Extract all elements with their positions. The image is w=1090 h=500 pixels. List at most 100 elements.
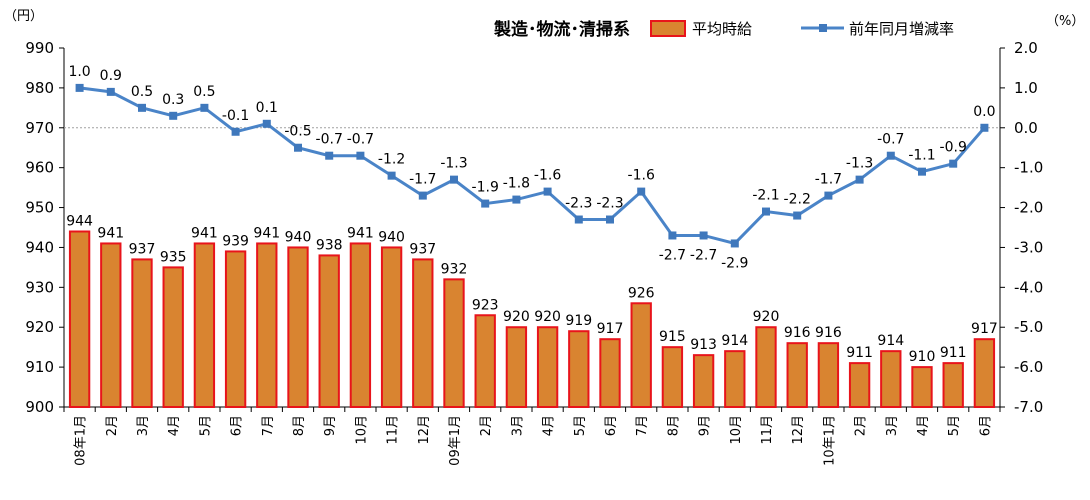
bar	[880, 350, 902, 408]
rate-marker	[106, 87, 115, 96]
bar	[755, 326, 777, 409]
bar-value-label: 940	[378, 229, 405, 245]
rate-marker	[637, 187, 646, 196]
bar	[599, 338, 621, 409]
rate-marker	[356, 151, 365, 160]
bar-value-label: 937	[129, 241, 156, 257]
bar	[131, 258, 153, 408]
rate-marker	[231, 127, 240, 136]
rate-marker	[138, 103, 146, 112]
bar-value-label: 941	[191, 225, 218, 241]
left-tick-label: 960	[25, 159, 54, 177]
right-tick-label: 1.0	[1014, 79, 1038, 97]
rate-value-label: -1.6	[628, 168, 655, 184]
bar	[848, 362, 871, 408]
bar	[942, 362, 964, 408]
x-tick-label: 2月	[479, 415, 494, 436]
x-tick-label: 5月	[573, 415, 588, 436]
bar	[412, 258, 434, 408]
bar	[318, 254, 340, 408]
bar-value-label: 939	[222, 233, 249, 249]
rate-value-label: -1.7	[815, 172, 842, 188]
left-tick-label: 900	[25, 398, 54, 416]
rate-marker	[668, 231, 677, 240]
right-tick-label: -2.0	[1014, 199, 1043, 217]
x-tick-label: 08年1月	[74, 415, 89, 466]
rate-marker	[418, 191, 427, 200]
rate-value-label: -1.8	[503, 176, 530, 192]
bar	[505, 326, 528, 409]
chart-title: 製造･物流･清掃系	[493, 19, 630, 40]
x-tick-label: 7月	[261, 415, 276, 436]
bar-value-label: 938	[316, 237, 343, 253]
rate-marker	[949, 159, 958, 168]
rate-value-label: -0.1	[222, 108, 249, 124]
bar	[443, 278, 465, 409]
rate-value-label: -0.5	[284, 124, 311, 140]
rate-value-label: -1.6	[534, 168, 561, 184]
rate-value-label: -1.9	[472, 180, 499, 196]
bar	[100, 242, 122, 408]
x-tick-label: 5月	[198, 415, 213, 436]
rate-value-label: -1.3	[440, 156, 467, 172]
bar-value-label: 914	[877, 333, 904, 349]
right-axis-unit: （%）	[1046, 14, 1084, 29]
left-axis-unit: （円）	[4, 9, 43, 24]
rate-marker	[481, 199, 490, 208]
rate-marker	[699, 231, 708, 240]
rate-marker	[387, 171, 396, 180]
bar	[474, 314, 496, 408]
rate-value-label: -0.9	[940, 140, 967, 156]
right-tick-label: -7.0	[1014, 398, 1043, 416]
x-tick-label: 12月	[417, 415, 432, 445]
rate-marker	[762, 207, 770, 216]
bar-value-label: 923	[472, 297, 499, 313]
bar-value-label: 920	[753, 309, 780, 325]
bar-value-label: 916	[815, 325, 842, 341]
x-tick-label: 6月	[604, 415, 619, 436]
x-tick-label: 6月	[978, 415, 993, 436]
bar-value-label: 916	[784, 325, 811, 341]
bar-value-label: 932	[441, 261, 468, 277]
bar	[661, 346, 684, 408]
rate-value-label: -0.7	[316, 132, 343, 148]
x-tick-label: 3月	[136, 415, 151, 436]
x-tick-label: 5月	[947, 415, 962, 436]
x-tick-label: 3月	[885, 415, 900, 436]
rate-marker	[730, 239, 739, 248]
bar	[224, 250, 247, 408]
rate-marker	[855, 175, 864, 184]
rate-value-label: -2.3	[565, 196, 592, 212]
rate-marker	[824, 191, 833, 200]
right-tick-label: -4.0	[1014, 278, 1043, 296]
left-tick-label: 990	[25, 39, 54, 57]
x-tick-label: 11月	[386, 415, 401, 445]
x-tick-label: 09年1月	[448, 415, 463, 466]
bar-value-label: 941	[347, 225, 374, 241]
bar-value-label: 941	[253, 225, 280, 241]
right-tick-label: 0.0	[1014, 119, 1038, 137]
bar	[973, 338, 996, 409]
right-tick-label: -6.0	[1014, 358, 1043, 376]
rate-line	[79, 86, 986, 246]
rate-value-label: -2.7	[659, 247, 686, 263]
rate-value-label: -2.3	[596, 196, 623, 212]
bar-value-label: 940	[285, 229, 312, 245]
x-tick-label: 10月	[729, 415, 744, 445]
bar	[911, 366, 933, 409]
x-tick-label: 10月	[354, 415, 369, 445]
bar	[630, 302, 652, 408]
bar	[287, 246, 309, 408]
x-tick-label: 9月	[323, 415, 338, 436]
rate-value-label: -2.7	[690, 247, 717, 263]
rate-value-label: -2.1	[752, 188, 779, 204]
rate-value-label: -1.3	[846, 156, 873, 172]
legend-bar-swatch	[650, 20, 686, 37]
x-tick-label: 11月	[760, 415, 775, 445]
rate-value-label: -1.2	[378, 152, 405, 168]
rate-value-label: 1.0	[68, 64, 90, 80]
bar	[786, 342, 808, 408]
rate-marker	[262, 119, 271, 128]
bar	[380, 246, 403, 408]
rate-marker	[574, 215, 583, 224]
